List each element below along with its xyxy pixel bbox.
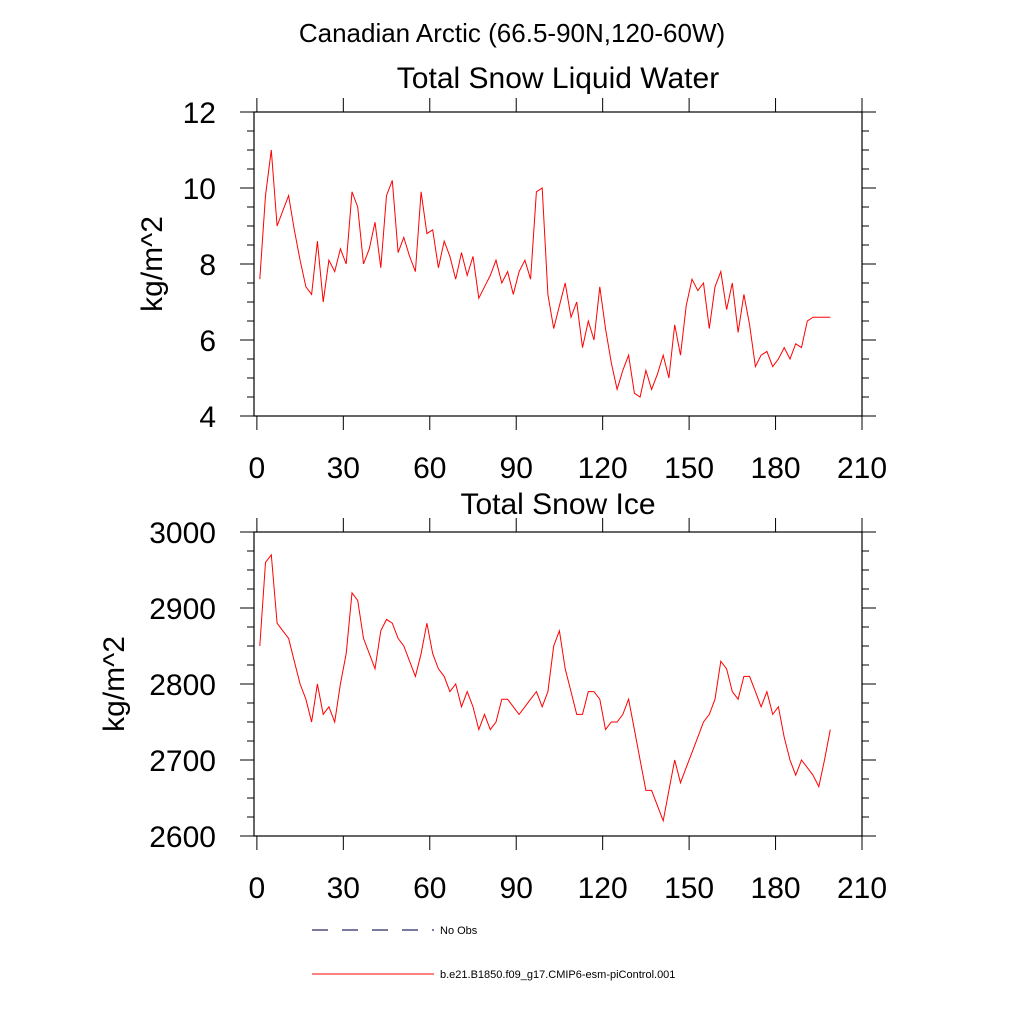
y-tick-label: 2800 (149, 669, 216, 702)
tick-labels: 0 30 60 90 120 150 180 210 2600 2700 2800 2900 3000 (149, 517, 887, 905)
x-tick-label: 90 (500, 452, 533, 485)
x-tick-label: 150 (664, 452, 714, 485)
legend-label-no-obs: No Obs (440, 925, 478, 937)
x-tick-label: 120 (578, 452, 628, 485)
x-tick-label: 120 (578, 872, 628, 905)
plot-frame (253, 111, 863, 417)
y-tick-label: 2900 (149, 593, 216, 626)
x-tick-label: 210 (837, 452, 887, 485)
y-tick-label: 4 (199, 401, 216, 434)
tick-labels: 0 30 60 90 120 150 180 210 4 6 8 10 12 (183, 97, 887, 485)
y-tick-label: 2600 (149, 821, 216, 854)
chart-panel-snow-liquid-water: Total Snow Liquid Water kg/m^2 0 30 60 90 12… (136, 62, 887, 485)
x-tick-label: 180 (751, 872, 801, 905)
x-tick-label: 0 (249, 452, 266, 485)
x-tick-label: 60 (413, 452, 446, 485)
chart-title: Total Snow Liquid Water (397, 62, 719, 95)
y-tick-label: 6 (199, 325, 216, 358)
y-axis-label: kg/m^2 (98, 636, 131, 732)
series-lines (259, 553, 831, 823)
plot-frame (253, 531, 863, 837)
legend: No Obs b.e21.B1850.f09_g17.CMIP6-esm-piC… (312, 925, 675, 981)
y-axis-label: kg/m^2 (136, 216, 169, 312)
figure-title: Canadian Arctic (66.5-90N,120-60W) (299, 18, 725, 48)
x-tick-label: 30 (327, 872, 360, 905)
axis-ticks (240, 98, 876, 430)
axis-ticks (240, 518, 876, 850)
y-tick-label: 8 (199, 249, 216, 282)
y-tick-label: 2700 (149, 745, 216, 778)
x-tick-label: 150 (664, 872, 714, 905)
x-tick-label: 60 (413, 872, 446, 905)
x-tick-label: 30 (327, 452, 360, 485)
y-tick-label: 10 (183, 173, 216, 206)
legend-label-model: b.e21.B1850.f09_g17.CMIP6-esm-piControl.… (440, 969, 675, 981)
x-tick-label: 180 (751, 452, 801, 485)
series-lines (259, 149, 831, 398)
y-tick-label: 3000 (149, 517, 216, 550)
chart-title: Total Snow Ice (460, 488, 655, 521)
chart-panel-snow-ice: Total Snow Ice kg/m^2 0 30 60 90 120 150 180 21… (98, 488, 887, 905)
x-tick-label: 0 (249, 872, 266, 905)
series-line (259, 553, 831, 823)
y-tick-label: 12 (183, 97, 216, 130)
x-tick-label: 210 (837, 872, 887, 905)
x-tick-label: 90 (500, 872, 533, 905)
series-line (259, 149, 831, 398)
